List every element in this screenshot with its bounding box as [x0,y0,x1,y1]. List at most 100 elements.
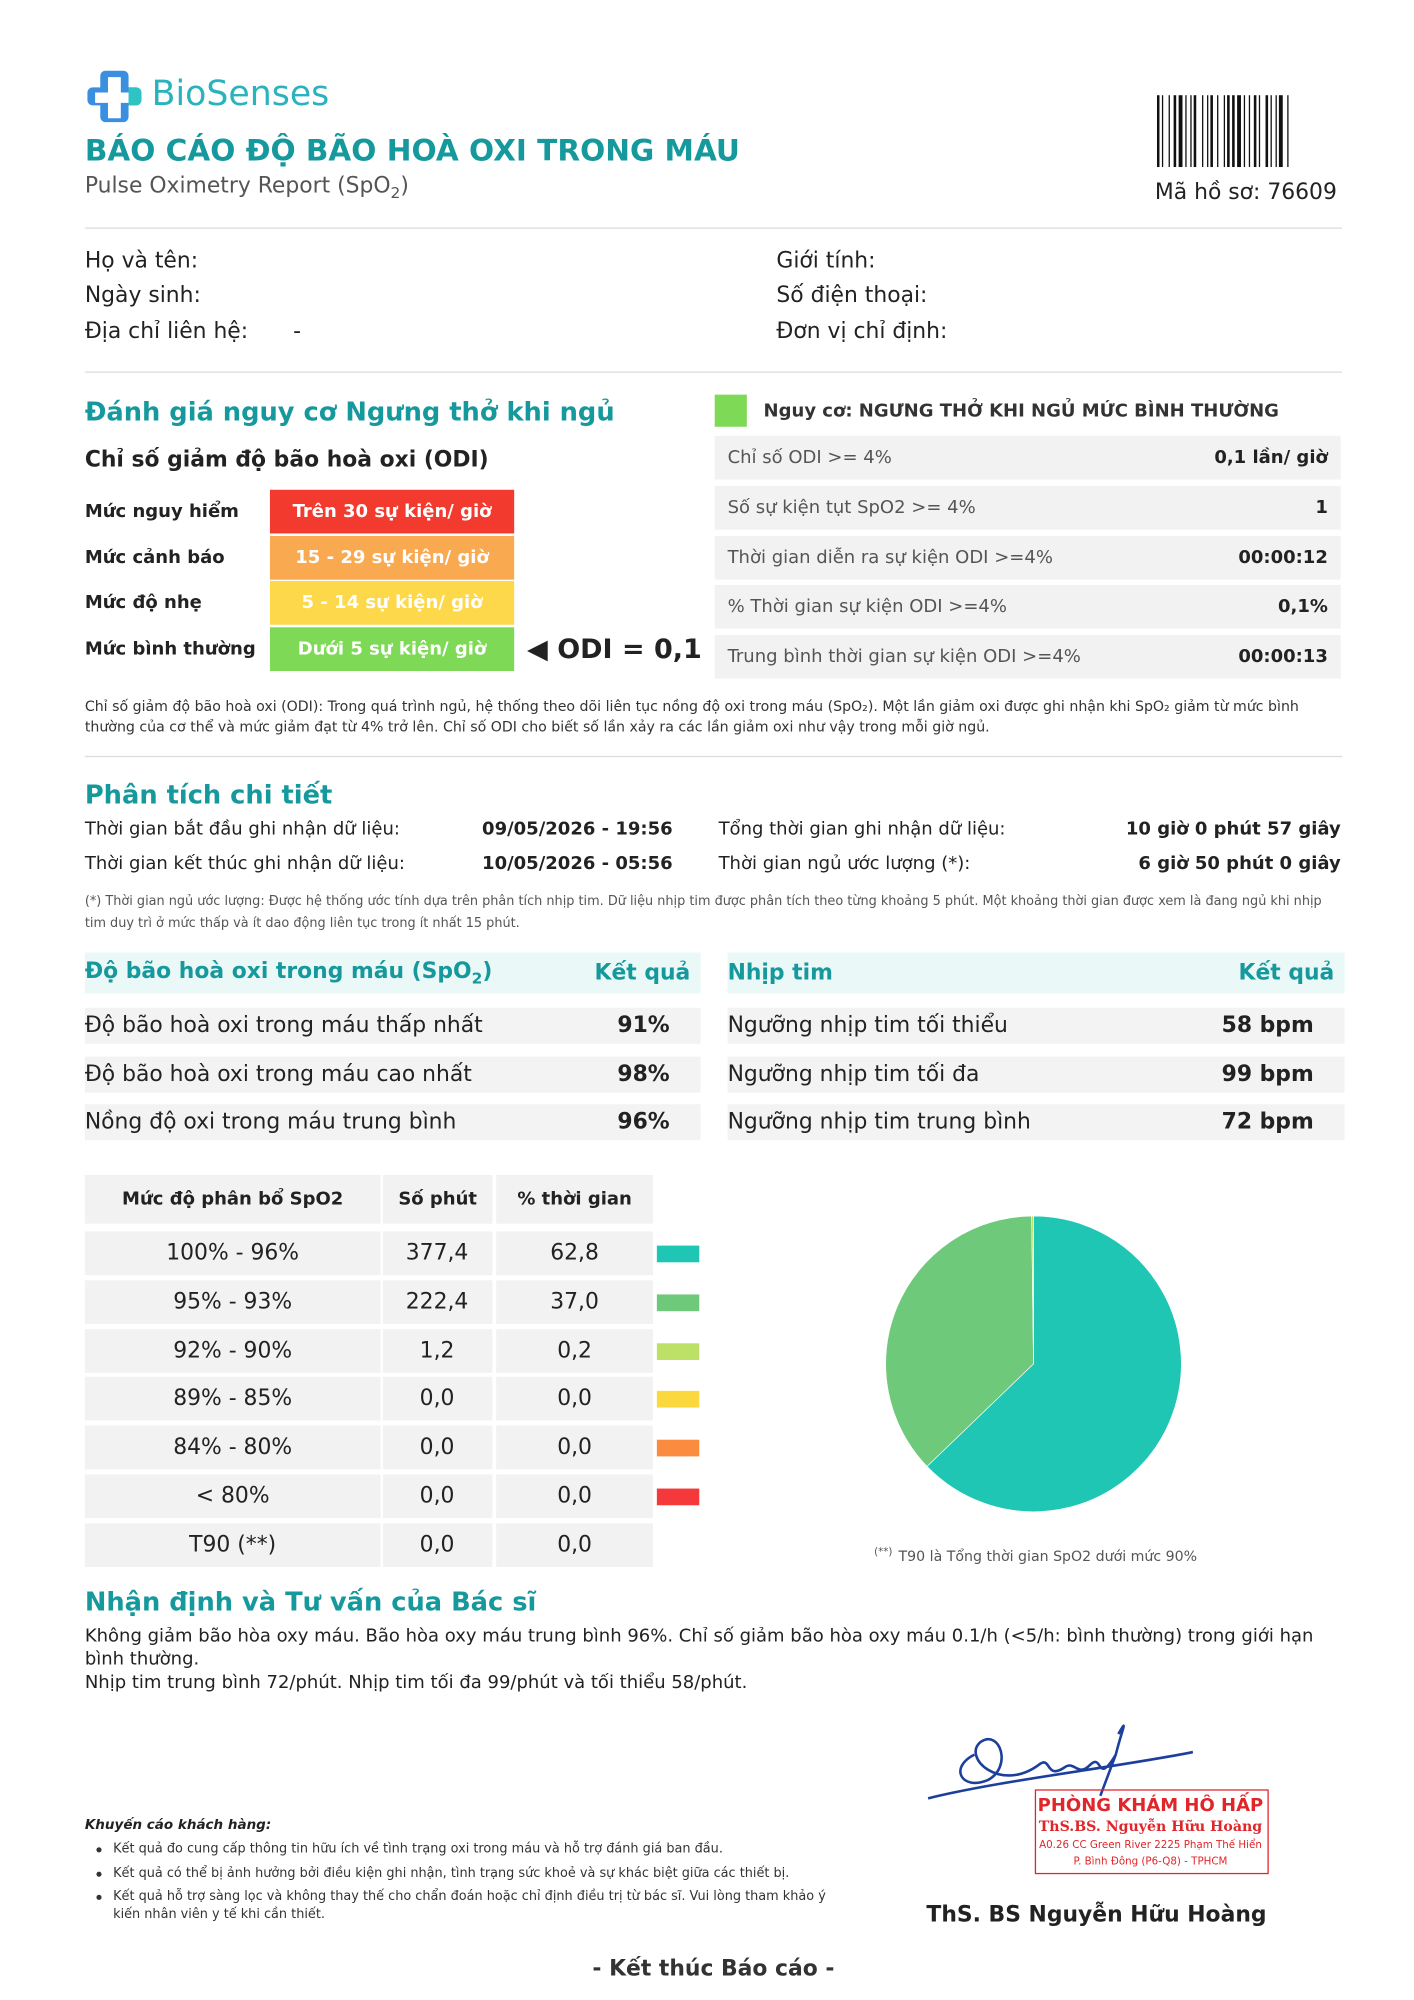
table-row [727,1055,1345,1092]
barcode-bar [1207,95,1209,168]
dist-range: < 80% [195,1483,270,1510]
pie-slice [885,1215,1034,1467]
caption-mark: (**) [874,1545,893,1558]
dist-range: T90 (**) [189,1531,277,1558]
barcode-bar [1227,95,1230,168]
metric-value: 00:00:12 [1238,547,1328,568]
dist-cell [383,1377,493,1421]
subtitle-end: ) [400,173,409,199]
level-box [269,581,515,626]
dist-minutes: 0,0 [419,1386,455,1412]
dist-header: % thời gian [517,1189,632,1210]
dist-cell [496,1522,654,1567]
stamp-title: PHÒNG KHÁM HÔ HẤP [1037,1795,1264,1817]
dist-header-cell [383,1174,493,1224]
dist-cell [84,1522,381,1567]
metric-label: Thời gian diễn ra sự kiện ODI >=4% [727,547,1053,568]
dist-percent: 62,8 [550,1240,599,1267]
metric-value: 0,1% [1277,596,1328,618]
section-heading: Phân tích chi tiết [84,778,333,810]
level-range: Trên 30 sự kiện/ giờ [292,501,492,522]
advice-item: Kết quả có thể bị ảnh hưởng bởi điều kiệ… [113,1866,790,1881]
doctor-name: ThS. BS Nguyễn Hữu Hoàng [926,1902,1267,1929]
barcode-bar [1258,95,1261,168]
dist-cell [496,1377,654,1421]
row-label: Độ bão hoà oxi trong máu cao nhất [84,1061,472,1087]
table-header [727,952,1345,994]
result-header: Kết quả [594,960,691,986]
dist-cell [383,1474,493,1519]
dist-range: 100% - 96% [166,1240,300,1267]
row-label: Ngưỡng nhịp tim trung bình [727,1109,1031,1136]
dist-cell [84,1377,381,1421]
dist-cell [496,1328,654,1373]
section-heading: Đánh giá nguy cơ Ngưng thở khi ngủ [84,395,615,427]
row-label: Ngưỡng nhịp tim tối đa [727,1061,980,1087]
metric-row [714,435,1341,480]
dist-range: 95% - 93% [173,1289,293,1315]
barcode-bar [1185,95,1187,168]
level-range: 5 - 14 sự kiện/ giờ [301,593,483,614]
row-value: 99 bpm [1221,1061,1314,1087]
barcode-bar [1161,95,1164,168]
level-label: Mức nguy hiểm [84,501,239,522]
barcode-bar [1168,95,1170,168]
signature [927,1724,1194,1800]
table-row [727,1007,1345,1044]
stamp-line: P. Bình Đông (P6-Q8) - TPHCM [1073,1855,1228,1868]
table-row [84,1104,701,1141]
dist-range: 84% - 80% [173,1434,293,1461]
status-swatch [714,394,747,427]
dist-cell [383,1280,493,1324]
row-value: 98% [617,1061,670,1087]
patient-label: Số điện thoại: [776,282,928,309]
barcode-bar [1232,95,1235,168]
record-id: Mã hồ sơ: 76609 [1154,179,1337,206]
dist-cell [84,1231,381,1276]
table-header-rule [84,993,701,997]
analysis-footnote: (*) Thời gian ngủ ước lượng: Được hệ thố… [84,894,1322,931]
analysis-label: Thời gian ngủ ước lượng (*): [718,853,971,875]
dist-header: Số phút [398,1189,478,1210]
analysis-label: Tổng thời gian ghi nhận dữ liệu: [718,818,1006,840]
analysis-value: 10/05/2026 - 05:56 [482,853,673,875]
dist-percent: 0,2 [557,1337,592,1364]
level-label: Mức cảnh báo [84,547,225,568]
dist-swatch [656,1342,700,1360]
dist-minutes: 0,0 [419,1483,455,1510]
row-value: 96% [617,1109,670,1136]
barcode-bar [1248,95,1251,168]
metric-row [714,485,1341,530]
bullet [96,1871,102,1877]
logo-icon [87,70,142,123]
patient-address: - [293,318,301,345]
bullet [96,1894,102,1900]
dist-cell [496,1425,654,1470]
dist-header-cell [84,1174,381,1224]
metric-label: Chỉ số ODI >= 4% [727,447,892,468]
dist-range: 92% - 90% [173,1337,293,1364]
patient-label: Địa chỉ liên hệ: [84,318,249,345]
level-box [269,489,515,534]
dist-cell [496,1474,654,1519]
dist-swatch [656,1488,700,1506]
doctor-text: Nhịp tim trung bình 72/phút. Nhịp tim tố… [84,1672,748,1693]
barcode-bar [1217,95,1219,168]
barcode-bar [1173,95,1177,168]
metric-label: % Thời gian sự kiện ODI >=4% [727,596,1007,618]
dist-swatch [656,1391,700,1409]
metric-value: 1 [1315,497,1328,518]
pie-slice [1031,1215,1034,1364]
brand-name: BioSenses [151,73,330,114]
level-label: Mức độ nhẹ [84,593,202,614]
stamp-box [1034,1789,1269,1875]
divider [84,371,1343,373]
dist-cell [84,1280,381,1324]
advice-title: Khuyến cáo khách hàng: [84,1817,272,1834]
dist-percent: 0,0 [557,1386,592,1412]
section-heading: Nhận định và Tư vấn của Bác sĩ [84,1586,537,1618]
title-end: ) [482,958,493,985]
odi-note: Chỉ số giảm độ bão hoà oxi (ODI): Trong … [84,697,1299,736]
analysis-label: Thời gian kết thúc ghi nhận dữ liệu: [84,853,405,875]
